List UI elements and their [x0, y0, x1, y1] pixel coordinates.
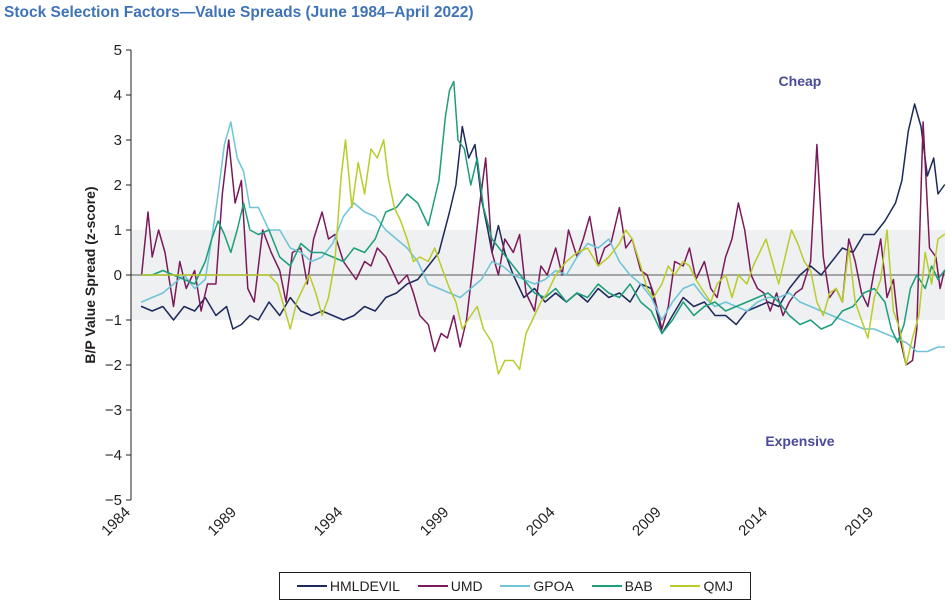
- legend-label: QMJ: [703, 578, 734, 594]
- y-tick-label: 2: [114, 177, 122, 194]
- legend-item-bab: BAB: [591, 578, 653, 594]
- annotation-expensive: Expensive: [765, 433, 834, 449]
- legend-swatch: [296, 585, 327, 587]
- x-tick-label: 2009: [629, 504, 665, 540]
- legend-item-hmldevil: HMLDEVIL: [296, 578, 400, 594]
- x-tick-label: 1994: [311, 504, 347, 540]
- legend-swatch: [417, 585, 448, 587]
- y-tick-label: 1: [114, 222, 122, 239]
- series-line-umd: [140, 121, 946, 366]
- x-tick-label: 1989: [204, 504, 240, 540]
- series-line-bab: [140, 80, 946, 344]
- y-tick-label: −2: [105, 357, 122, 374]
- y-tick-label: 5: [114, 42, 122, 59]
- legend-swatch: [591, 585, 622, 587]
- legend: HMLDEVIL UMD GPOA BAB QMJ: [279, 572, 751, 600]
- x-tick-label: 1984: [98, 504, 134, 540]
- x-tick-label: 1999: [417, 504, 453, 540]
- y-axis-title: B/P Value Spread (z-score): [82, 186, 98, 363]
- legend-item-qmj: QMJ: [670, 578, 733, 594]
- series-line-gpoa: [140, 121, 946, 353]
- y-tick-label: −3: [105, 402, 122, 419]
- x-tick-label: 2019: [841, 504, 877, 540]
- x-tick-label: 2014: [735, 504, 771, 540]
- legend-swatch: [500, 585, 531, 587]
- legend-item-umd: UMD: [417, 578, 483, 594]
- series-line-qmj: [140, 139, 946, 375]
- legend-swatch: [670, 585, 701, 587]
- y-tick-label: 0: [114, 267, 122, 284]
- legend-label: GPOA: [533, 578, 574, 594]
- chart-title: Stock Selection Factors—Value Spreads (J…: [4, 4, 474, 21]
- y-tick-label: −1: [105, 312, 122, 329]
- legend-label: HMLDEVIL: [329, 578, 400, 594]
- legend-item-gpoa: GPOA: [500, 578, 574, 594]
- x-tick-label: 2004: [523, 504, 559, 540]
- legend-label: BAB: [624, 578, 653, 594]
- y-tick-label: −4: [105, 447, 122, 464]
- legend-label: UMD: [450, 578, 483, 594]
- y-tick-label: −5: [105, 492, 122, 509]
- y-tick-label: 4: [114, 87, 122, 104]
- annotation-cheap: Cheap: [779, 73, 822, 89]
- y-tick-label: 3: [114, 132, 122, 149]
- series-line-hmldevil: [140, 103, 946, 335]
